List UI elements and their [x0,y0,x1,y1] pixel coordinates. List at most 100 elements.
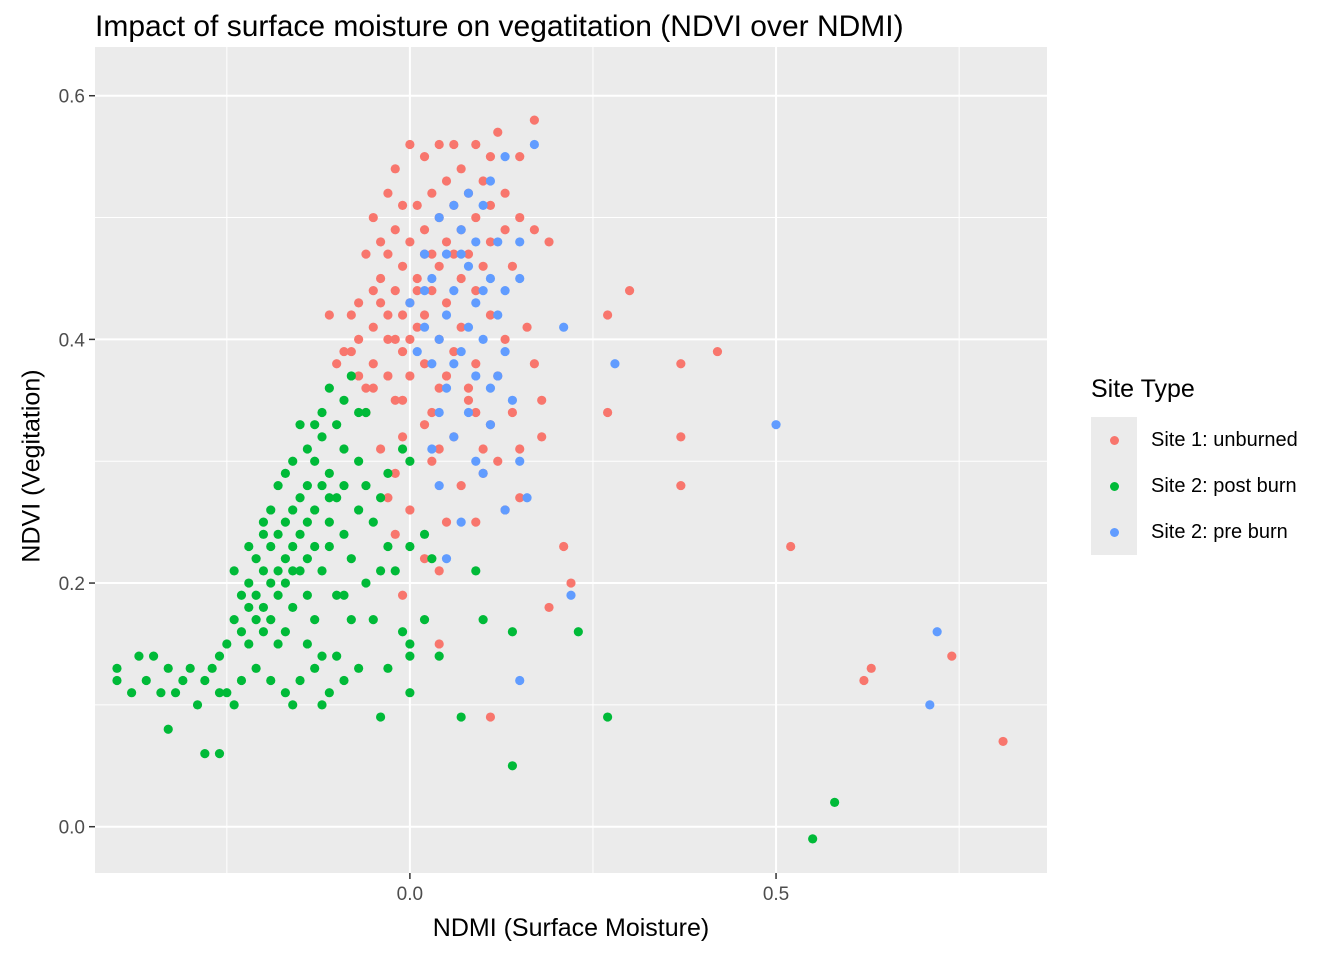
data-point [258,627,269,637]
data-point [427,249,437,259]
data-point [383,310,393,320]
data-point [397,590,408,600]
data-point [405,651,415,661]
chart-title: Impact of surface moisture on vegatitati… [95,10,904,43]
data-point [559,322,569,332]
data-point [251,663,261,673]
data-point [229,614,239,625]
data-point [397,261,408,271]
x-tick-label: 0.5 [763,884,789,905]
data-point [449,346,459,357]
data-point [376,566,386,576]
data-point [376,273,386,284]
data-point [427,359,437,369]
data-point [295,493,305,503]
data-point [566,578,576,588]
data-point [244,639,254,649]
legend-dot-icon [1110,482,1119,491]
data-point [412,200,422,210]
data-point [207,663,217,673]
data-point [346,614,356,625]
data-point [808,834,818,844]
legend-item-post-burn: Site 2: post burn [1091,463,1298,509]
legend: Site Type Site 1: unburned Site 2: post … [1091,375,1298,555]
data-point [376,493,386,503]
axes: 0.0 0.5 0.0 0.2 0.4 0.6 [59,87,790,905]
data-point [405,237,415,247]
data-point [529,359,539,369]
data-point [339,590,349,600]
data-point [361,578,371,588]
data-point [112,675,122,686]
y-tick-label: 0.2 [59,574,85,595]
data-point [332,493,342,503]
data-point [419,286,430,296]
data-point [390,334,400,344]
data-point [507,407,518,418]
data-point [471,407,481,418]
data-point [537,432,547,442]
data-point [456,249,466,259]
data-point [500,334,510,344]
data-point [397,310,408,320]
data-point [376,712,386,722]
data-point [478,286,488,296]
data-point [376,298,386,308]
data-point [361,407,371,418]
data-point [383,371,393,381]
data-point [419,554,430,564]
data-point [463,383,474,393]
data-point [361,249,371,259]
data-point [266,614,276,625]
data-point [339,480,349,491]
data-point [324,383,334,393]
data-point [427,407,437,418]
data-point [397,627,408,637]
data-point [434,480,444,491]
data-point [295,420,305,430]
data-point [463,395,474,405]
data-point [302,639,312,649]
data-point [280,468,290,479]
data-point [200,675,210,686]
data-point [251,614,261,625]
data-point [368,322,378,332]
data-point [434,212,444,223]
data-point [537,395,547,405]
data-point [419,359,430,369]
data-point [419,322,430,332]
legend-dot-icon [1110,436,1119,445]
data-point [346,371,356,381]
data-point [471,359,481,369]
data-point [441,371,452,381]
data-point [339,529,349,539]
data-point [485,420,496,430]
data-point [500,346,510,357]
data-point [500,225,510,235]
data-point [376,237,386,247]
data-point [361,383,371,393]
data-point [383,188,393,198]
data-point [566,590,576,600]
data-point [456,517,466,527]
data-point [427,554,437,564]
data-point [214,688,225,698]
data-point [397,346,408,357]
data-point [383,334,393,344]
y-axis-title: NDVI (Vegitation) [17,369,46,563]
data-point [244,602,254,613]
legend-label: Site 1: unburned [1151,428,1298,451]
data-point [947,651,957,661]
data-point [786,541,796,552]
data-point [478,334,488,344]
data-point [676,480,686,491]
data-point [515,273,525,284]
data-point [456,273,466,284]
legend-key [1091,463,1137,509]
data-point [427,188,437,198]
data-point [998,736,1008,747]
data-point [434,261,444,271]
data-point [603,310,613,320]
data-point [449,200,459,210]
